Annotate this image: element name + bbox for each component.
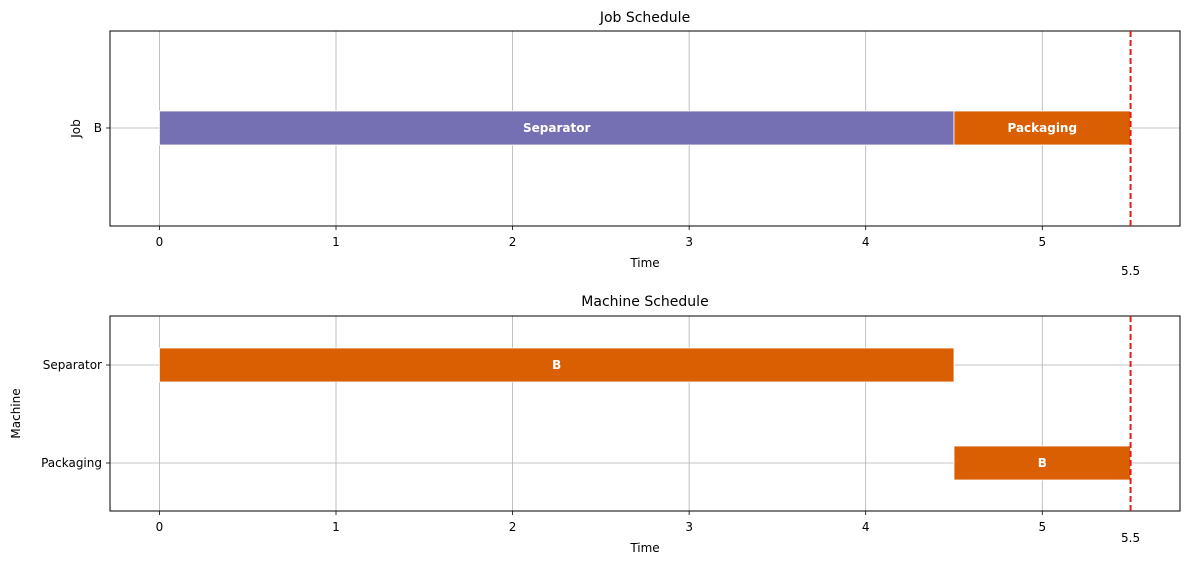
x-tick-label: 0 — [156, 235, 164, 249]
job-y-ticks: B — [94, 121, 110, 135]
machine-axes-frame — [109, 315, 1181, 512]
gantt-bar — [159, 110, 955, 146]
y-tick-label: Packaging — [41, 456, 102, 470]
machine-makespan-marker: 5.5 — [1121, 316, 1140, 545]
x-tick-label: 5 — [1038, 235, 1046, 249]
job-axes-frame — [109, 30, 1181, 227]
x-tick-label: 5 — [1038, 520, 1046, 534]
x-tick-label: 2 — [509, 235, 517, 249]
gantt-bar — [953, 445, 1131, 481]
x-tick-label: 3 — [685, 520, 693, 534]
x-tick-label: 4 — [862, 235, 870, 249]
bar-label: B — [552, 358, 561, 372]
gantt-bar — [159, 347, 955, 383]
machine-grid — [110, 316, 1180, 511]
x-tick-label: 4 — [862, 520, 870, 534]
gantt-bar — [953, 110, 1131, 146]
makespan-label: 5.5 — [1121, 264, 1140, 278]
x-tick-label: 1 — [332, 520, 340, 534]
x-tick-label: 0 — [156, 520, 164, 534]
bar-label: B — [1038, 456, 1047, 470]
machine-y-ticks: Separator Packaging — [41, 358, 110, 470]
machine-bars: BB — [159, 347, 1131, 481]
job-makespan-marker: 5.5 — [1121, 31, 1140, 278]
job-bars: Separator Packaging — [159, 110, 1131, 146]
y-tick-label: Separator — [43, 358, 102, 372]
job-x-ticks: 0 1 2 3 4 5 — [156, 226, 1046, 249]
machine-x-axis-label: Time — [629, 541, 659, 555]
x-tick-label: 3 — [685, 235, 693, 249]
job-y-axis-label: Job — [69, 119, 83, 139]
makespan-label: 5.5 — [1121, 531, 1140, 545]
x-tick-label: 2 — [509, 520, 517, 534]
machine-y-axis-label: Machine — [9, 388, 23, 438]
bar-label: Packaging — [1007, 121, 1077, 135]
job-chart-title: Job Schedule — [599, 10, 690, 26]
x-tick-label: 1 — [332, 235, 340, 249]
y-tick-label: B — [94, 121, 102, 135]
job-x-axis-label: Time — [629, 256, 659, 270]
job-schedule-panel: Separator Packaging 0 1 2 3 4 5 B Job Schedule… — [69, 10, 1181, 278]
machine-x-ticks: 0 1 2 3 4 5 — [156, 511, 1046, 534]
bar-label: Separator — [523, 121, 590, 135]
machine-chart-title: Machine Schedule — [581, 294, 708, 310]
